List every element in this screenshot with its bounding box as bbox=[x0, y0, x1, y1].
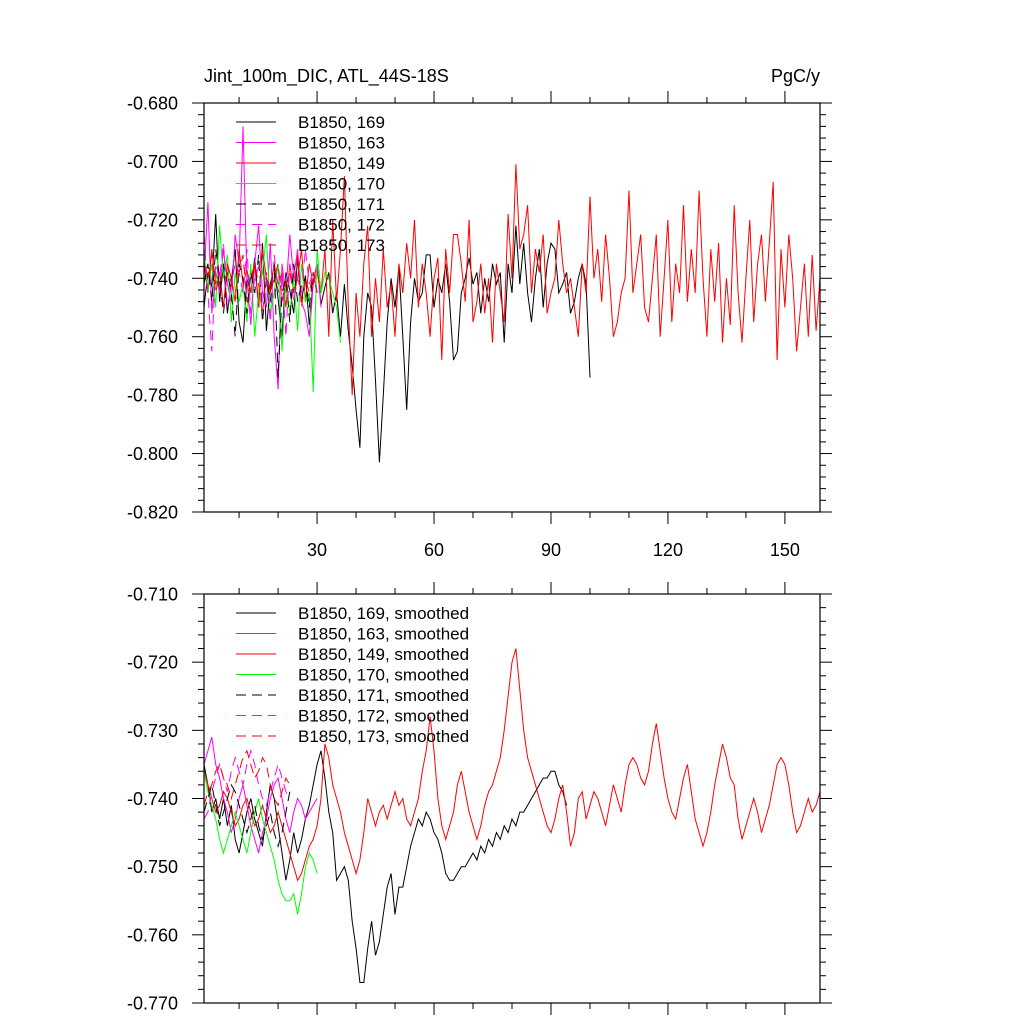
top-series-3-line bbox=[204, 164, 820, 396]
top-xtick-label: 120 bbox=[653, 540, 683, 560]
bottom-legend-label: B1850, 172, smoothed bbox=[298, 707, 469, 726]
top-legend-label: B1850, 173 bbox=[298, 236, 385, 255]
bottom-series-group bbox=[204, 648, 820, 983]
bottom-plot-frame bbox=[203, 593, 821, 1004]
top-xtick-label: 60 bbox=[424, 540, 444, 560]
top-legend-label: B1850, 172 bbox=[298, 216, 385, 235]
top-ytick-label: -0.680 bbox=[127, 94, 178, 114]
top-title-right: PgC/y bbox=[771, 66, 820, 86]
bottom-ytick-label: -0.770 bbox=[127, 994, 178, 1014]
top-series-7-line bbox=[204, 254, 318, 314]
top-ytick-label: -0.760 bbox=[127, 327, 178, 347]
bottom-series-7-line bbox=[204, 749, 291, 807]
bottom-panel: -0.710 -0.720 -0.730 -0.740 -0.750 -0.760 -0.7… bbox=[127, 582, 832, 1015]
bottom-plot-area: -0.710 -0.720 -0.730 -0.740 -0.750 -0.760 -0.7… bbox=[127, 582, 832, 1015]
top-panel: Jint_100m_DIC, ATL_44S-18S PgC/y -0.680-… bbox=[127, 66, 832, 560]
bottom-legend-label: B1850, 171, smoothed bbox=[298, 686, 469, 705]
top-ytick-label: -0.740 bbox=[127, 269, 178, 289]
bottom-legend-label: B1850, 169, smoothed bbox=[298, 604, 469, 623]
top-xtick-label: 150 bbox=[770, 540, 800, 560]
bottom-ytick-label: -0.760 bbox=[127, 925, 178, 945]
bottom-series-2-line bbox=[204, 736, 318, 854]
top-series-group bbox=[204, 126, 820, 463]
bottom-ytick-label: -0.750 bbox=[127, 857, 178, 877]
bottom-series-1-line bbox=[204, 750, 568, 983]
top-legend-label: B1850, 163 bbox=[298, 134, 385, 153]
top-legend-label: B1850, 169 bbox=[298, 113, 385, 132]
top-ytick-label: -0.720 bbox=[127, 210, 178, 230]
top-legend-label: B1850, 170 bbox=[298, 175, 385, 194]
top-ytick-label: -0.820 bbox=[127, 503, 178, 523]
top-legend-label: B1850, 171 bbox=[298, 195, 385, 214]
bottom-legend-label: B1850, 170, smoothed bbox=[298, 666, 469, 685]
top-title-left: Jint_100m_DIC, ATL_44S-18S bbox=[204, 66, 449, 87]
top-xtick-label: 30 bbox=[307, 540, 327, 560]
bottom-legend-label: B1850, 149, smoothed bbox=[298, 645, 469, 664]
top-xtick-label: 90 bbox=[541, 540, 561, 560]
top-series-4-line bbox=[204, 225, 341, 393]
bottom-ytick-label: -0.720 bbox=[127, 653, 178, 673]
bottom-ytick-label: -0.740 bbox=[127, 789, 178, 809]
top-series-6-line bbox=[204, 234, 318, 352]
top-series-1-line bbox=[204, 213, 591, 463]
top-ytick-label: -0.800 bbox=[127, 444, 178, 464]
bottom-series-6-line bbox=[204, 748, 291, 820]
bottom-ytick-label: -0.730 bbox=[127, 721, 178, 741]
bottom-legend-label: B1850, 173, smoothed bbox=[298, 727, 469, 746]
bottom-series-3-line bbox=[204, 648, 820, 882]
bottom-series-4-line bbox=[204, 771, 318, 915]
top-ytick-label: -0.700 bbox=[127, 152, 178, 172]
bottom-series-5-line bbox=[204, 783, 291, 849]
top-legend-label: B1850, 149 bbox=[298, 154, 385, 173]
bottom-legend: B1850, 169, smoothed B1850, 163, smoothed… bbox=[236, 604, 469, 746]
bottom-ytick-label: -0.710 bbox=[127, 585, 178, 605]
top-plot-area: -0.680 -0.700 -0.720 -0.740 -0.760 -0.780 -0.8… bbox=[127, 91, 832, 560]
bottom-legend-label: B1850, 163, smoothed bbox=[298, 625, 469, 644]
top-plot-frame bbox=[203, 102, 821, 513]
top-ytick-label: -0.780 bbox=[127, 386, 178, 406]
